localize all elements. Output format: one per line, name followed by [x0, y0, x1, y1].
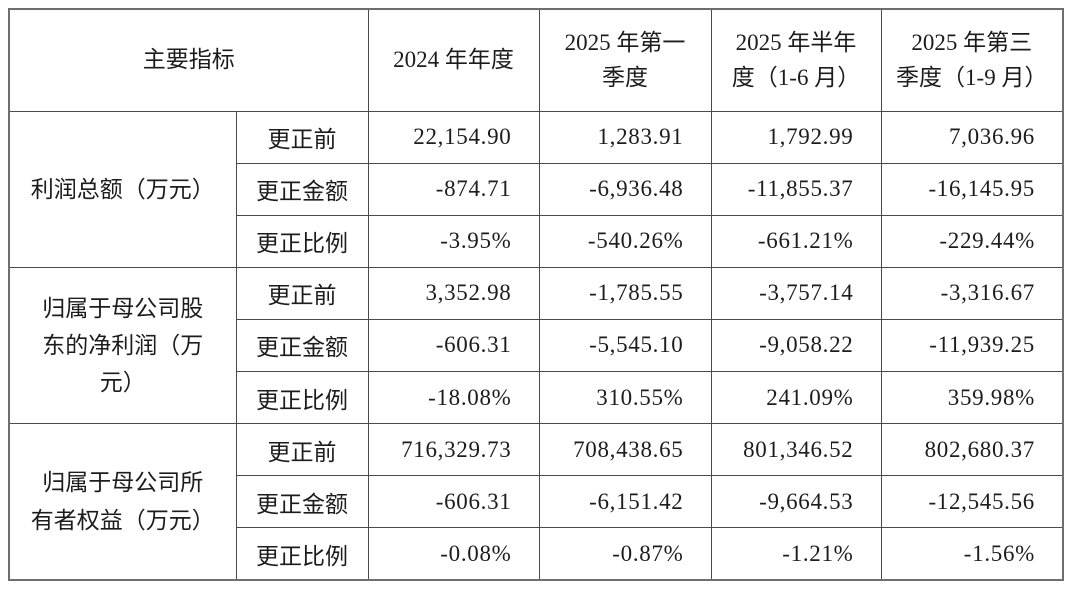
- value-cell: 801,346.52: [710, 423, 882, 477]
- group-label-equity-parent: 归属于母公司所 有者权益（万元）: [8, 423, 237, 581]
- value-cell: -874.71: [367, 162, 540, 216]
- value-cell: -11,855.37: [710, 162, 882, 216]
- financial-correction-table: 主要指标 2024 年年度 2025 年第一 季度 2025 年半年 度（1-6…: [8, 8, 1064, 581]
- header-cell-period-2024: 2024 年年度: [367, 8, 540, 112]
- value-cell: -9,058.22: [710, 318, 882, 373]
- row-label-correction-ratio: 更正比例: [235, 371, 369, 425]
- value-cell: 241.09%: [710, 371, 882, 425]
- value-cell: -0.87%: [538, 527, 712, 581]
- value-cell: -1.56%: [880, 527, 1064, 581]
- table-row: 归属于母公司所 有者权益（万元） 更正前 716,329.73 708,438.…: [8, 423, 1064, 581]
- header-cell-period-2025-q1: 2025 年第一 季度: [538, 8, 712, 112]
- value-cell: -9,664.53: [710, 475, 882, 529]
- value-cell: -6,151.42: [538, 475, 712, 529]
- row-label-before-correction: 更正前: [235, 110, 369, 164]
- value-cell: -1.21%: [710, 527, 882, 581]
- value-cell: -3,316.67: [880, 266, 1064, 320]
- value-cell: -661.21%: [710, 214, 882, 268]
- value-cell: 22,154.90: [367, 110, 540, 164]
- table-row: 归属于母公司股 东的净利润（万 元） 更正前 3,352.98 -1,785.5…: [8, 266, 1064, 425]
- table-row: 更正比例 -3.95% -540.26% -661.21% -229.44%: [9, 214, 1064, 268]
- value-cell: -12,545.56: [880, 475, 1064, 529]
- row-label-before-correction: 更正前: [235, 266, 369, 320]
- value-cell: 7,036.96: [880, 110, 1064, 164]
- value-cell: 359.98%: [880, 371, 1064, 425]
- value-cell: -606.31: [367, 318, 540, 373]
- header-row: 主要指标 2024 年年度 2025 年第一 季度 2025 年半年 度（1-6…: [8, 8, 1064, 112]
- value-cell: 708,438.65: [538, 423, 712, 477]
- group-label-net-profit-parent: 归属于母公司股 东的净利润（万 元）: [8, 266, 237, 425]
- row-label-correction-amount: 更正金额: [235, 318, 369, 373]
- value-cell: 1,792.99: [710, 110, 882, 164]
- value-cell: -3.95%: [367, 214, 540, 268]
- value-cell: -0.08%: [367, 527, 540, 581]
- row-label-correction-amount: 更正金额: [235, 475, 369, 529]
- value-cell: 310.55%: [538, 371, 712, 425]
- row-label-before-correction: 更正前: [235, 423, 369, 477]
- row-label-correction-amount: 更正金额: [235, 162, 369, 216]
- value-cell: -16,145.95: [880, 162, 1064, 216]
- value-cell: 3,352.98: [367, 266, 540, 320]
- value-cell: -18.08%: [367, 371, 540, 425]
- header-cell-period-2025-h1: 2025 年半年 度（1-6 月）: [710, 8, 882, 112]
- value-cell: 716,329.73: [367, 423, 540, 477]
- value-cell: -606.31: [367, 475, 540, 529]
- value-cell: -3,757.14: [710, 266, 882, 320]
- value-cell: -11,939.25: [880, 318, 1064, 373]
- header-cell-period-2025-q3: 2025 年第三 季度（1-9 月）: [880, 8, 1064, 112]
- value-cell: -5,545.10: [538, 318, 712, 373]
- table-row: 更正金额 -606.31 -6,151.42 -9,664.53 -12,545…: [9, 475, 1064, 529]
- header-cell-main-indicator: 主要指标: [8, 8, 369, 112]
- row-label-correction-ratio: 更正比例: [235, 527, 369, 581]
- table-row: 更正比例 -0.08% -0.87% -1.21% -1.56%: [9, 527, 1064, 581]
- value-cell: -540.26%: [538, 214, 712, 268]
- value-cell: -1,785.55: [538, 266, 712, 320]
- table-row: 利润总额（万元） 更正前 22,154.90 1,283.91 1,792.99…: [8, 110, 1064, 268]
- group-label-total-profit: 利润总额（万元）: [8, 110, 237, 268]
- value-cell: -229.44%: [880, 214, 1064, 268]
- value-cell: 1,283.91: [538, 110, 712, 164]
- row-label-correction-ratio: 更正比例: [235, 214, 369, 268]
- table-row: 更正比例 -18.08% 310.55% 241.09% 359.98%: [9, 371, 1064, 425]
- value-cell: 802,680.37: [880, 423, 1064, 477]
- value-cell: -6,936.48: [538, 162, 712, 216]
- table-row: 更正金额 -606.31 -5,545.10 -9,058.22 -11,939…: [9, 318, 1064, 373]
